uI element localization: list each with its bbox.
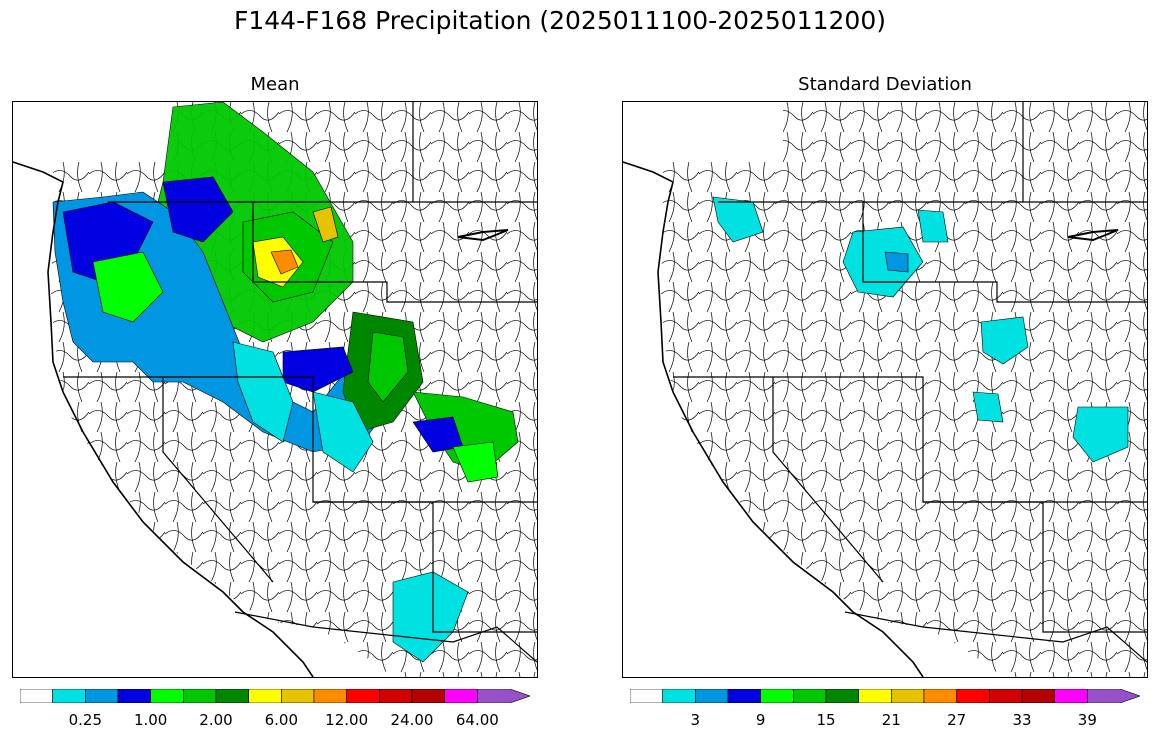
- mean-colorbar-tick-label: 2.00: [199, 711, 233, 729]
- colorbar-swatch: [281, 689, 315, 703]
- colorbar-swatch: [858, 689, 892, 703]
- colorbar-swatch: [891, 689, 925, 703]
- colorbar-swatch: [248, 689, 282, 703]
- mean-colorbar-tick-label: 6.00: [264, 711, 299, 729]
- colorbar-swatch: [825, 689, 859, 703]
- stddev-map: [622, 101, 1148, 678]
- mean-colorbar: [20, 689, 530, 703]
- colorbar-swatch: [1054, 689, 1088, 703]
- colorbar-swatch: [1087, 689, 1140, 703]
- stddev-colorbar-tick-label: 27: [947, 711, 967, 729]
- colorbar-swatch: [444, 689, 478, 703]
- colorbar-swatch: [183, 689, 217, 703]
- colorbar-swatch: [20, 689, 53, 703]
- mean-colorbar-tick-label: 24.00: [390, 711, 434, 729]
- stddev-panel-title: Standard Deviation: [798, 74, 972, 95]
- stddev-colorbar-tick-label: 21: [881, 711, 901, 729]
- colorbar-swatch: [52, 689, 86, 703]
- colorbar-swatch: [695, 689, 729, 703]
- stddev-colorbar-tick-label: 33: [1012, 711, 1032, 729]
- colorbar-swatch: [85, 689, 119, 703]
- stddev-colorbar-graphic: [630, 689, 1140, 703]
- colorbar-swatch: [760, 689, 794, 703]
- colorbar-swatch: [630, 689, 663, 703]
- mean-panel-title: Mean: [250, 74, 300, 95]
- mean-colorbar-tick-label: 12.00: [325, 711, 369, 729]
- colorbar-swatch: [727, 689, 761, 703]
- mean-map-graphic: [13, 102, 537, 677]
- stddev-map-graphic: [623, 102, 1147, 677]
- mean-colorbar-tick-label: 1.00: [133, 711, 168, 729]
- colorbar-swatch: [411, 689, 445, 703]
- colorbar-swatch: [989, 689, 1023, 703]
- colorbar-swatch: [793, 689, 827, 703]
- colorbar-swatch: [956, 689, 990, 703]
- colorbar-swatch: [477, 689, 530, 703]
- figure-title: F144-F168 Precipitation (2025011100-2025…: [233, 6, 886, 35]
- mean-colorbar-tick-label: 0.25: [68, 711, 103, 729]
- mean-colorbar-graphic: [20, 689, 530, 703]
- colorbar-swatch: [1021, 689, 1055, 703]
- mean-colorbar-tick-label: 64.00: [455, 711, 499, 729]
- colorbar-swatch: [117, 689, 151, 703]
- colorbar-swatch: [150, 689, 184, 703]
- colorbar-swatch: [346, 689, 380, 703]
- stddev-colorbar-tick-label: 39: [1077, 711, 1097, 729]
- colorbar-swatch: [379, 689, 413, 703]
- colorbar-swatch: [923, 689, 957, 703]
- stddev-colorbar-tick-label: 3: [690, 711, 701, 729]
- colorbar-swatch: [215, 689, 249, 703]
- stddev-colorbar-tick-label: 15: [816, 711, 836, 729]
- stddev-colorbar-tick-label: 9: [755, 711, 766, 729]
- stddev-colorbar: [630, 689, 1140, 703]
- colorbar-swatch: [313, 689, 347, 703]
- mean-map: [12, 101, 538, 678]
- colorbar-swatch: [662, 689, 696, 703]
